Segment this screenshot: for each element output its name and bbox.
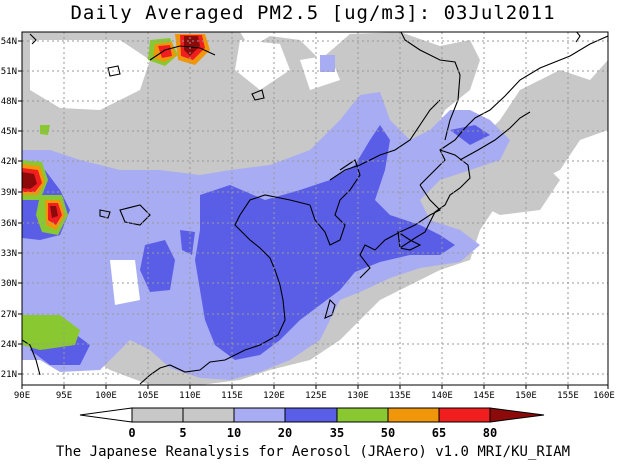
lon-label: 110E — [179, 391, 201, 401]
colorbar-label: 5 — [179, 426, 186, 440]
colorbar-swatch — [387, 407, 440, 423]
lat-label: 33N — [1, 249, 17, 259]
lat-label: 24N — [1, 340, 17, 350]
colorbar-labels: 0 5 10 20 35 50 65 80 — [128, 426, 497, 440]
colorbar-label: 20 — [278, 426, 292, 440]
gridlines — [22, 32, 608, 385]
concentration-field — [22, 32, 608, 385]
colorbar-swatch — [131, 407, 184, 423]
colorbar-swatch — [182, 407, 235, 423]
footer-credit: The Japanese Reanalysis for Aerosol (JRA… — [55, 444, 571, 460]
lat-label: 36N — [1, 219, 17, 229]
colorbar — [79, 407, 545, 423]
pm25-level-20-35 — [195, 125, 455, 360]
lat-label: 42N — [1, 157, 17, 167]
lon-label: 90E — [14, 391, 30, 401]
tick-marks — [18, 40, 609, 389]
lat-label: 54N — [1, 37, 17, 47]
lon-label: 125E — [305, 391, 327, 401]
lat-label: 51N — [1, 67, 17, 77]
lon-label: 160E — [593, 391, 615, 401]
lat-label: 45N — [1, 127, 17, 137]
lon-label: 140E — [431, 391, 453, 401]
longitude-labels: 90E 95E 100E 105E 110E 115E 120E 125E 13… — [14, 391, 615, 401]
lat-label: 48N — [1, 97, 17, 107]
map-frame — [21, 31, 609, 386]
colorbar-label: 80 — [483, 426, 497, 440]
colorbar-low-arrow — [79, 407, 133, 423]
lat-label: 27N — [1, 310, 17, 320]
lon-label: 130E — [347, 391, 369, 401]
lon-label: 95E — [56, 391, 72, 401]
colorbar-swatch — [438, 407, 491, 423]
colorbar-swatch — [233, 407, 286, 423]
lat-label: 30N — [1, 279, 17, 289]
pm25-level-65-80 — [22, 35, 205, 225]
latitude-labels: 54N 51N 48N 45N 42N 39N 36N 33N 30N 27N … — [1, 37, 17, 380]
coastlines — [22, 32, 608, 385]
lon-label: 150E — [515, 391, 537, 401]
map-title: Daily Averaged PM2.5 [ug/m3]: 03Jul2011 — [70, 2, 556, 24]
lat-label: 39N — [1, 188, 17, 198]
colorbar-label: 0 — [128, 426, 135, 440]
lon-label: 145E — [473, 391, 495, 401]
pm25-level-35-50 — [22, 315, 80, 350]
colorbar-label: 35 — [330, 426, 344, 440]
colorbar-label: 10 — [227, 426, 241, 440]
lon-label: 120E — [263, 391, 285, 401]
lat-label: 21N — [1, 370, 17, 380]
lon-label: 115E — [221, 391, 243, 401]
colorbar-swatch — [336, 407, 389, 423]
colorbar-swatch — [284, 407, 338, 423]
colorbar-label: 50 — [381, 426, 395, 440]
colorbar-high-arrow — [489, 407, 545, 423]
lon-label: 155E — [557, 391, 579, 401]
lon-label: 100E — [95, 391, 117, 401]
lon-label: 105E — [137, 391, 159, 401]
colorbar-label: 65 — [432, 426, 446, 440]
lon-label: 135E — [389, 391, 411, 401]
